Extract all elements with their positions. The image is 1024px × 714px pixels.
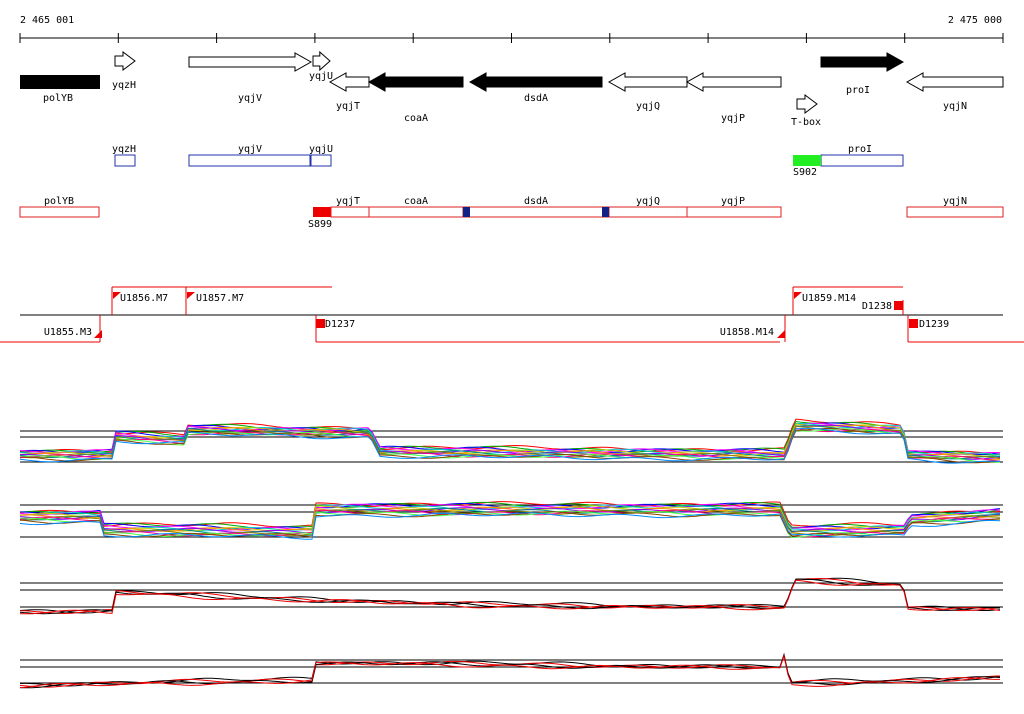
transcript-label: U1859.M14 [802,293,856,304]
expression-trace [19,503,1001,531]
expression-trace [19,505,1001,532]
transcript-flag [187,292,195,299]
gene-arrow [114,51,136,71]
expression-trace [19,577,1001,614]
expression-trace [20,423,1001,460]
transcript-flag [909,319,918,328]
feature-label: S902 [793,167,817,178]
gene-arrow [905,72,1004,92]
feature-box [462,206,610,218]
feature-box [188,154,311,167]
feature-box [330,206,370,218]
gene-arrow [312,50,331,72]
transcript-label: U1855.M3 [44,327,92,338]
feature-box [906,206,1004,218]
transcript-flag [794,292,802,299]
feature-label: S899 [308,219,332,230]
feature-label: coaA [404,196,428,207]
ruler-end: 2 475 000 [948,15,1002,26]
feature-box [368,206,464,218]
feature-box [114,154,136,167]
feature-label: polYB [44,196,74,207]
ruler-start: 2 465 001 [20,15,74,26]
expression-trace [20,579,1001,615]
transcript-label: U1856.M7 [120,293,168,304]
gene-label: yqzH [112,80,136,91]
feature-box [313,207,331,217]
gene-label: proI [846,85,870,96]
gene-label: dsdA [524,93,548,104]
feature-box [608,206,688,218]
feature-box [310,154,332,167]
expression-trace [19,512,1001,540]
feature-box [793,155,821,166]
gene-arrow [367,72,464,92]
gene-arrow [188,52,313,72]
transcript-flag [94,330,102,338]
gene-arrow [820,52,905,72]
gene-label: T-box [791,117,821,128]
transcript-label: U1858.M14 [720,327,774,338]
feature-label: yqjN [943,196,967,207]
feature-box [820,154,904,167]
expression-trace [19,577,1001,615]
gene-label: yqjV [238,93,262,104]
feature-label: proI [848,144,872,155]
gene-label: yqjN [943,101,967,112]
transcript-label: U1857.M7 [196,293,244,304]
gene-label: yqjT [336,101,360,112]
feature-label: dsdA [524,196,548,207]
feature-label: yqjT [336,196,360,207]
expression-trace [19,578,1001,615]
gene-label: yqjU [309,71,333,82]
transcript-label: D1239 [919,319,949,330]
feature-label: yqjQ [636,196,660,207]
transcript-flag [894,301,903,310]
gene-arrow [607,72,688,92]
feature-label: yqzH [112,144,136,155]
transcript-label: D1237 [325,319,355,330]
expression-trace [19,654,1000,689]
feature-box [19,206,100,218]
feature-mark [463,207,470,217]
feature-label: yqjV [238,144,262,155]
expression-trace [19,427,1001,464]
transcript-flag [777,330,785,338]
transcript-label: D1238 [862,301,892,312]
gene-arrow [796,94,818,114]
transcript-flag [113,292,121,299]
feature-box [686,206,782,218]
feature-label: yqjU [309,144,333,155]
gene-arrow [685,72,782,92]
gene-label: coaA [404,113,428,124]
feature-mark [602,207,609,217]
gene-label: yqjQ [636,101,660,112]
feature-label: yqjP [721,196,745,207]
gene-label: yqjP [721,113,745,124]
gene-arrow [468,72,603,92]
expression-trace [19,653,1001,687]
gene-label: polYB [43,93,73,104]
gene-box [20,75,100,89]
transcript-flag [316,319,325,328]
gene-arrow [328,72,370,92]
